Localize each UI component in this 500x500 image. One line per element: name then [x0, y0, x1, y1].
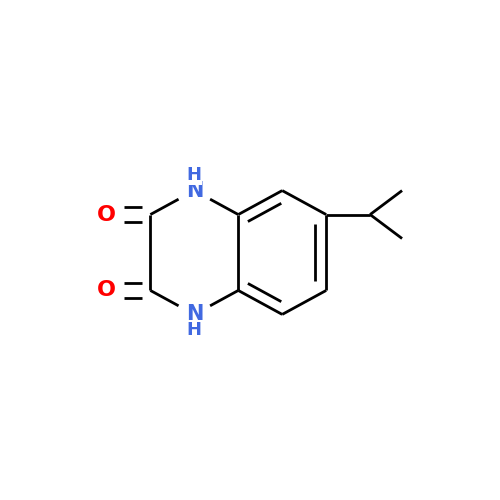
Text: O: O	[97, 204, 116, 225]
Text: N: N	[186, 304, 203, 324]
Text: H: H	[187, 166, 202, 184]
Text: O: O	[97, 280, 116, 300]
Text: H: H	[187, 320, 202, 338]
Text: N: N	[186, 180, 203, 201]
